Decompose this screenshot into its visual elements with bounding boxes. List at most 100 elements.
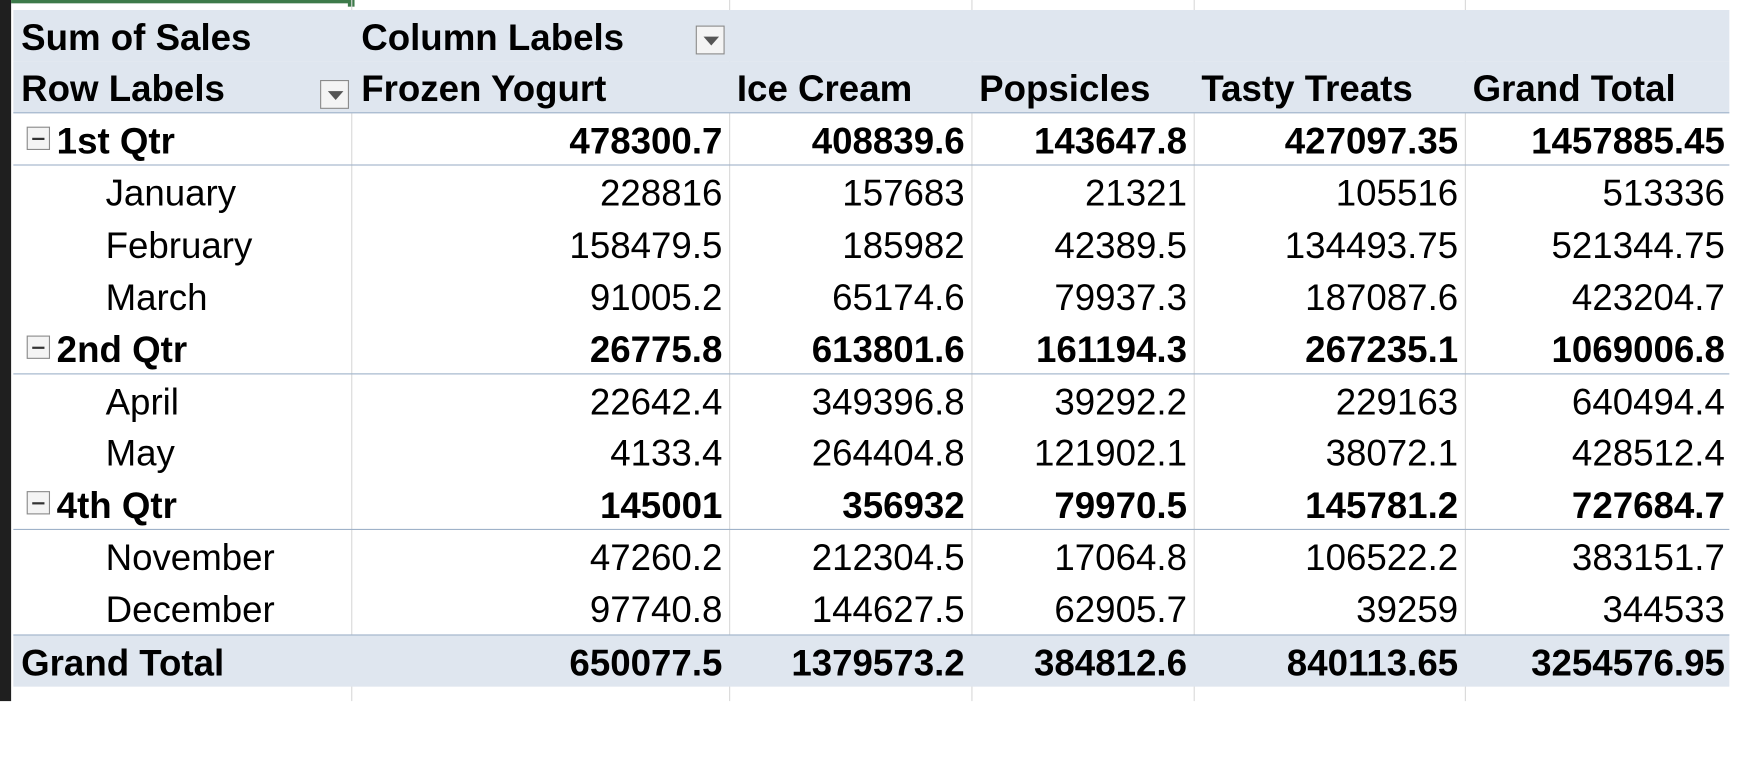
grand-total-value[interactable]: 384812.6	[1034, 642, 1187, 684]
value-cell[interactable]: 38072.1	[1325, 432, 1459, 474]
value-cell[interactable]: 62905.7	[1054, 588, 1187, 631]
value-cell[interactable]: 349396.8	[811, 380, 965, 422]
grand-total-value[interactable]: 1379573.2	[791, 642, 965, 684]
value-cell[interactable]: 21321	[1084, 172, 1187, 214]
month-row: February 158479.5 185982 42389.5 134493.75 52…	[13, 218, 1729, 269]
column-header-ice-cream[interactable]: Ice Cream	[736, 67, 913, 109]
value-cell[interactable]: 47260.2	[589, 536, 723, 578]
value-cell[interactable]: 157683	[842, 172, 965, 214]
column-labels-filter-dropdown-icon[interactable]	[695, 25, 725, 55]
row-labels-filter-dropdown-icon[interactable]	[320, 79, 349, 109]
month-label[interactable]: February	[105, 224, 253, 266]
collapse-minus-icon[interactable]	[26, 126, 51, 150]
value-cell[interactable]: 423204.7	[1571, 276, 1725, 318]
quarter-subtotal-cell[interactable]: 26775.8	[589, 328, 723, 370]
collapse-minus-icon[interactable]	[26, 491, 51, 515]
grand-total-value[interactable]: 840113.65	[1286, 642, 1459, 684]
value-cell[interactable]: 4133.4	[610, 432, 723, 474]
column-header-grand-total[interactable]: Grand Total	[1472, 67, 1676, 109]
value-cell[interactable]: 91005.2	[589, 276, 723, 318]
cell-selection-border	[11, 0, 352, 4]
column-header-tasty-treats[interactable]: Tasty Treats	[1201, 67, 1413, 109]
month-row: December 97740.8 144627.5 62905.7 39259 34453…	[13, 582, 1729, 633]
value-cell[interactable]: 39292.2	[1054, 380, 1187, 422]
month-label[interactable]: April	[105, 380, 179, 422]
value-cell[interactable]: 144627.5	[811, 588, 965, 631]
value-cell[interactable]: 158479.5	[569, 224, 723, 266]
quarter-subtotal-cell[interactable]: 613801.6	[811, 328, 965, 370]
value-cell[interactable]: 65174.6	[832, 276, 965, 318]
column-header-popsicles[interactable]: Popsicles	[979, 67, 1151, 109]
pivot-header-row-values: Sum of Sales Column Labels	[13, 9, 1730, 62]
row-header-strip	[0, 0, 12, 702]
value-cell[interactable]: 42389.5	[1054, 224, 1187, 266]
column-gridline	[351, 0, 353, 702]
value-cell[interactable]: 428512.4	[1571, 432, 1725, 474]
month-label[interactable]: December	[105, 588, 275, 631]
value-cell[interactable]: 640494.4	[1571, 380, 1725, 422]
value-cell[interactable]: 229163	[1335, 380, 1459, 422]
grand-total-label[interactable]: Grand Total	[21, 642, 225, 684]
column-labels-header[interactable]: Column Labels	[361, 16, 625, 58]
value-cell[interactable]: 383151.7	[1571, 536, 1725, 578]
value-cell[interactable]: 22642.4	[589, 380, 723, 422]
quarter-subtotal-cell[interactable]: 145781.2	[1305, 484, 1459, 526]
quarter-label[interactable]: 2nd Qtr	[56, 328, 188, 370]
value-cell[interactable]: 513336	[1602, 172, 1725, 214]
quarter-subtotal-cell[interactable]: 356932	[842, 484, 965, 526]
quarter-subtotal-cell[interactable]: 161194.3	[1036, 328, 1187, 370]
month-row: March 91005.2 65174.6 79937.3 187087.6 423204…	[13, 270, 1729, 321]
quarter-subtotal-cell[interactable]: 79970.5	[1054, 484, 1187, 526]
month-row: November 47260.2 212304.5 17064.8 106522.2 38…	[13, 530, 1729, 581]
value-cell[interactable]: 17064.8	[1054, 536, 1187, 578]
quarter-subtotal-cell[interactable]: 427097.35	[1284, 119, 1459, 162]
row-labels-header[interactable]: Row Labels	[21, 67, 225, 109]
value-cell[interactable]: 344533	[1602, 588, 1725, 631]
quarter-subtotal-cell[interactable]: 1069006.8	[1551, 328, 1725, 370]
column-gridline	[729, 0, 731, 702]
value-cell[interactable]: 187087.6	[1305, 276, 1459, 318]
month-label[interactable]: January	[105, 172, 237, 214]
month-label[interactable]: May	[105, 432, 175, 474]
quarter-row: 4th Qtr 145001 356932 79970.5 145781.2 727684…	[13, 478, 1730, 531]
value-cell[interactable]: 264404.8	[811, 432, 965, 474]
value-cell[interactable]: 105516	[1335, 172, 1459, 214]
quarter-label[interactable]: 4th Qtr	[56, 484, 177, 526]
quarter-subtotal-cell[interactable]: 1457885.45	[1531, 119, 1725, 162]
month-row: January 228816 157683 21321 105516 513336	[13, 165, 1729, 216]
grand-total-value[interactable]: 3254576.95	[1531, 642, 1725, 684]
pivot-header-row-columns: Row Labels Frozen Yogurt Ice Cream Popsi…	[13, 61, 1730, 114]
value-field-label[interactable]: Sum of Sales	[21, 16, 252, 58]
quarter-row: 1st Qtr 478300.7 408839.6 143647.8 427097.35…	[13, 113, 1730, 166]
quarter-subtotal-cell[interactable]: 267235.1	[1305, 328, 1459, 370]
month-row: April 22642.4 349396.8 39292.2 229163 640494.…	[13, 374, 1729, 425]
month-label[interactable]: November	[105, 536, 275, 578]
value-cell[interactable]: 212304.5	[811, 536, 965, 578]
value-cell[interactable]: 121902.1	[1034, 432, 1187, 474]
column-gridline	[1193, 0, 1195, 702]
value-cell[interactable]: 521344.75	[1551, 224, 1725, 266]
quarter-label[interactable]: 1st Qtr	[56, 119, 175, 162]
quarter-subtotal-cell[interactable]: 727684.7	[1571, 484, 1725, 526]
value-cell[interactable]: 106522.2	[1305, 536, 1459, 578]
collapse-minus-icon[interactable]	[26, 335, 51, 359]
column-header-frozen-yogurt[interactable]: Frozen Yogurt	[361, 67, 607, 109]
quarter-subtotal-cell[interactable]: 478300.7	[569, 119, 723, 162]
value-cell[interactable]: 97740.8	[589, 588, 723, 631]
quarter-row: 2nd Qtr 26775.8 613801.6 161194.3 267235.1 10…	[13, 322, 1730, 374]
quarter-subtotal-cell[interactable]: 143647.8	[1034, 119, 1187, 162]
grand-total-row: Grand Total 650077.5 1379573.2 384812.6 …	[13, 634, 1730, 687]
value-cell[interactable]: 134493.75	[1284, 224, 1459, 266]
month-label[interactable]: March	[105, 276, 208, 318]
quarter-subtotal-cell[interactable]: 145001	[600, 484, 723, 526]
value-cell[interactable]: 39259	[1356, 588, 1459, 631]
grand-total-value[interactable]: 650077.5	[569, 642, 723, 684]
quarter-subtotal-cell[interactable]: 408839.6	[811, 119, 965, 162]
column-gridline	[971, 0, 973, 702]
value-cell[interactable]: 79937.3	[1054, 276, 1187, 318]
value-cell[interactable]: 185982	[842, 224, 965, 266]
month-row: May 4133.4 264404.8 121902.1 38072.1 428512.4	[13, 426, 1729, 477]
value-cell[interactable]: 228816	[600, 172, 723, 214]
column-gridline	[1464, 0, 1466, 702]
